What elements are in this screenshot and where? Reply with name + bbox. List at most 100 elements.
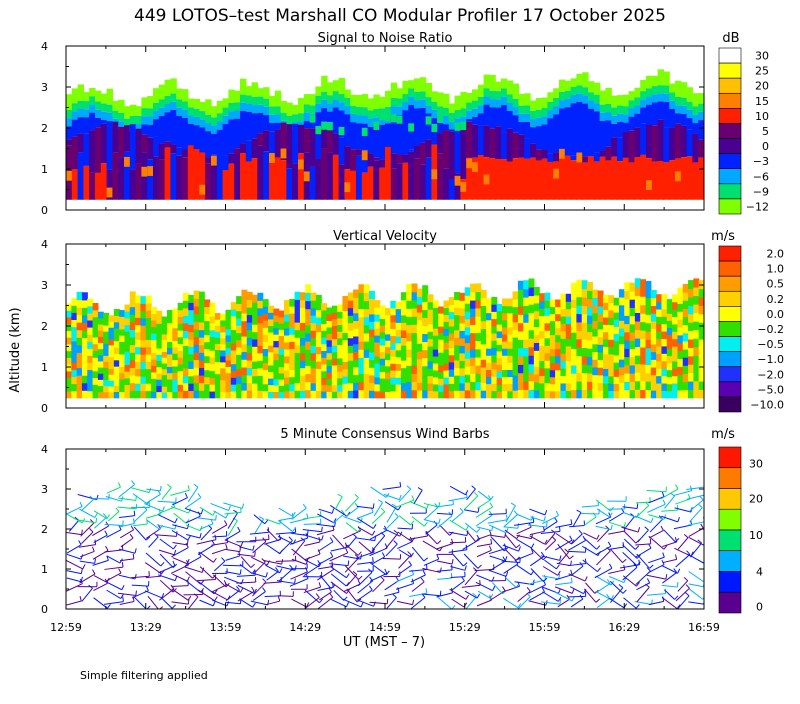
wind-barb	[678, 581, 688, 592]
wind-barb	[647, 594, 666, 596]
vv-cell	[226, 354, 232, 361]
wind-barb-flag	[361, 602, 363, 607]
vv-cell	[327, 314, 333, 321]
vv-cell	[390, 308, 396, 316]
vv-cell	[380, 358, 386, 365]
vv-cell	[66, 344, 72, 351]
snr-cell	[675, 124, 681, 159]
vv-cell	[667, 384, 673, 392]
vv-cell	[507, 355, 513, 363]
vv-cell	[587, 373, 593, 382]
x-tick-label: 16:29	[608, 621, 640, 634]
vv-cell	[172, 385, 178, 392]
snr-cell	[72, 169, 78, 199]
wind-barb	[317, 514, 333, 523]
vv-cell	[162, 386, 168, 392]
snr-cell	[327, 95, 333, 103]
vv-cell	[311, 368, 317, 376]
vv-cell	[172, 360, 178, 367]
vv-cell	[140, 311, 146, 319]
vv-cell	[592, 336, 598, 344]
vv-cell	[364, 309, 370, 318]
y-tick-label: 0	[41, 402, 48, 415]
wind-barb-flag	[135, 574, 136, 579]
vv-cell	[550, 306, 556, 314]
vv-cell	[210, 384, 216, 391]
snr-cell	[501, 97, 507, 105]
vv-cell	[305, 284, 311, 293]
vv-cell	[523, 331, 529, 340]
wind-barb-flag	[395, 513, 399, 517]
vv-cell	[608, 317, 614, 325]
vv-cell	[529, 355, 535, 364]
wind-barb	[172, 525, 187, 529]
vv-cell	[268, 385, 274, 392]
vv-cell	[507, 362, 513, 370]
vv-cell	[507, 327, 513, 335]
snr-cell	[95, 91, 101, 102]
snr-cell	[565, 107, 571, 157]
vv-cell	[151, 359, 157, 366]
snr-cell	[582, 104, 588, 157]
vv-cell	[380, 371, 386, 378]
vv-cell	[449, 347, 455, 355]
colorbar-label: −5.0	[757, 383, 784, 396]
vv-cell	[348, 338, 354, 346]
vv-cell	[667, 320, 673, 328]
vv-cell	[640, 313, 646, 322]
vv-cell	[555, 321, 561, 329]
vv-cell	[327, 307, 333, 314]
vv-cell	[284, 307, 290, 315]
wind-barb	[372, 557, 385, 564]
vv-cell	[576, 381, 582, 390]
vv-cell	[332, 339, 338, 346]
vv-cell	[576, 364, 582, 373]
wind-barb-flag	[394, 530, 398, 533]
snr-cell	[663, 102, 669, 128]
snr-cell	[176, 99, 182, 107]
snr-cell	[495, 159, 501, 200]
vv-cell	[539, 368, 545, 376]
vv-cell	[603, 368, 609, 376]
vv-cell	[624, 315, 630, 324]
vv-cell	[385, 340, 391, 347]
vv-cell	[635, 287, 641, 296]
wind-barb	[67, 571, 82, 574]
wind-barb	[424, 519, 439, 523]
vv-cell	[369, 360, 375, 368]
snr-cell	[356, 107, 362, 115]
vv-cell	[151, 339, 157, 346]
vv-cell	[566, 294, 572, 302]
wind-barb	[504, 564, 518, 574]
snr-cell	[107, 89, 113, 105]
snr-cell	[634, 128, 640, 157]
vv-cell	[87, 327, 93, 335]
vv-cell	[470, 333, 476, 342]
vv-cell	[630, 390, 636, 399]
wind-barb-flag	[226, 544, 228, 549]
vv-cell	[534, 350, 540, 359]
wind-barb-flag	[465, 565, 466, 570]
vv-cell	[529, 287, 535, 296]
snr-cell	[420, 108, 426, 143]
vv-cell	[656, 294, 662, 302]
vv-cell	[486, 327, 492, 335]
vv-cell	[316, 383, 322, 391]
vv-cell	[651, 359, 657, 367]
vv-cell	[619, 336, 625, 344]
snr-cell	[391, 98, 397, 106]
snr-cell	[153, 119, 159, 136]
vv-cell	[268, 371, 274, 378]
vv-unit-label: m/s	[711, 229, 735, 244]
wind-barb	[213, 511, 225, 518]
wind-barb	[528, 601, 545, 605]
snr-cell	[228, 153, 234, 164]
vv-cell	[87, 355, 93, 363]
snr-cell	[228, 119, 234, 153]
wind-barb	[212, 525, 227, 534]
vv-cell	[311, 300, 317, 308]
vv-cell	[560, 323, 566, 331]
vv-cell	[459, 330, 465, 338]
vv-cell	[124, 384, 130, 391]
vv-cell	[443, 370, 449, 378]
